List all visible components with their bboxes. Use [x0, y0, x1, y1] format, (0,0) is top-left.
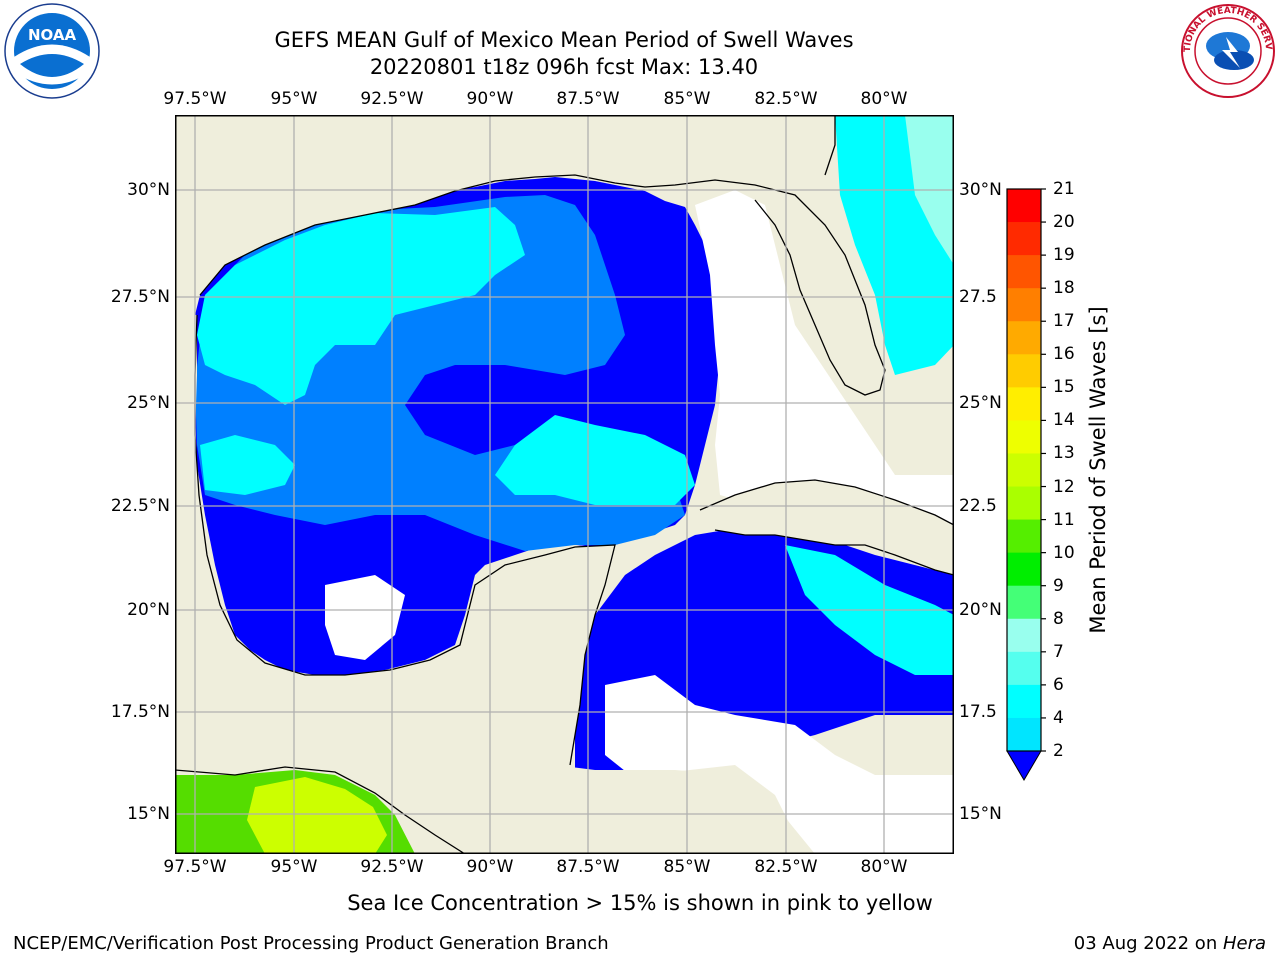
land-florida: [755, 185, 885, 395]
colorbar-tick-label: 19: [1053, 245, 1075, 266]
colorbar-extend-arrow: [1006, 750, 1042, 781]
map-subtitle: 20220801 t18z 096h fcst Max: 13.40: [369, 55, 759, 79]
colorbar-tick-label: 13: [1053, 443, 1075, 464]
land-yucatan: [375, 545, 615, 765]
swell-period-map: [175, 115, 954, 854]
lon-label-bottom: 80°W: [860, 857, 908, 877]
colorbar-tick-label: 12: [1053, 476, 1075, 497]
colorbar-ticks: [1041, 188, 1046, 752]
lon-label-top: 85°W: [663, 89, 711, 109]
credit-host: Hera: [1222, 933, 1266, 954]
colorbar-tick-label: 16: [1053, 344, 1075, 365]
lat-label-left: 27.5°N: [110, 287, 170, 307]
colorbar-band: [1007, 354, 1041, 388]
lon-label-bottom: 85°W: [663, 857, 711, 877]
colorbar-tick-label: 9: [1053, 575, 1064, 596]
lon-label-top: 95°W: [270, 89, 318, 109]
pacific-swell-yellow-overlay: [247, 777, 387, 854]
colorbar-band: [1007, 288, 1041, 322]
nodata-bay-campeche: [325, 575, 405, 660]
lon-label-top: 97.5°W: [163, 89, 227, 109]
lon-label-top: 92.5°W: [360, 89, 424, 109]
map-title: GEFS MEAN Gulf of Mexico Mean Period of …: [274, 28, 854, 52]
lon-label-top: 80°W: [860, 89, 908, 109]
colorbar-tick-label: 4: [1053, 707, 1064, 728]
credit-date: 03 Aug 2022 on: [1073, 933, 1223, 954]
noaa-logo: NOAA: [4, 3, 100, 99]
lat-label-right: 20°N: [959, 600, 1002, 620]
colorbar-band: [1007, 222, 1041, 256]
graticule: [175, 115, 954, 854]
lat-label-left: 17.5°N: [110, 702, 170, 722]
colorbar-title: Mean Period of Swell Waves [s]: [1086, 306, 1110, 634]
lon-label-bottom: 92.5°W: [360, 857, 424, 877]
lat-label-right: 27.5: [959, 287, 997, 307]
lon-label-bottom: 82.5°W: [754, 857, 818, 877]
lat-label-left: 30°N: [127, 180, 170, 200]
colorbar-tick-label: 11: [1053, 509, 1075, 530]
colorbar-band: [1007, 321, 1041, 355]
colorbar-band: [1007, 717, 1041, 752]
colorbar-band: [1007, 651, 1041, 686]
lat-label-left: 20°N: [127, 600, 170, 620]
colorbar-tick-label: 17: [1053, 311, 1075, 332]
colorbar-band: [1007, 585, 1041, 620]
lat-label-left: 22.5°N: [110, 496, 170, 516]
lon-label-bottom: 95°W: [270, 857, 318, 877]
colorbar-band: [1007, 618, 1041, 653]
colorbar-band: [1007, 486, 1041, 521]
lon-label-top: 82.5°W: [754, 89, 818, 109]
lon-label-bottom: 87.5°W: [556, 857, 620, 877]
lon-label-top: 87.5°W: [556, 89, 620, 109]
colorbar: [1006, 188, 1046, 781]
lat-label-right: 30°N: [959, 180, 1002, 200]
lon-label-bottom: 90°W: [466, 857, 514, 877]
colorbar-band: [1007, 519, 1041, 554]
swell-high-zone-west: [200, 435, 295, 495]
lon-label-bottom: 97.5°W: [163, 857, 227, 877]
swell-high-zone: [197, 207, 525, 405]
colorbar-band: [1007, 189, 1041, 223]
land-central-america: [175, 735, 815, 854]
colorbar-tick-label: 14: [1053, 410, 1075, 431]
lat-label-right: 22.5: [959, 496, 997, 516]
colorbar-tick-label: 7: [1053, 641, 1064, 662]
colorbar-tick-label: 20: [1053, 212, 1075, 233]
land-us-north: [175, 115, 954, 315]
colorbar-band: [1007, 552, 1041, 587]
lat-label-left: 25°N: [127, 393, 170, 413]
lon-label-top: 90°W: [466, 89, 514, 109]
swell-high-zone-central: [495, 415, 695, 505]
colorbar-tick-label: 6: [1053, 674, 1064, 695]
nodata-east-gulf: [695, 190, 954, 555]
colorbar-band: [1007, 684, 1041, 719]
map-frame: [175, 115, 954, 854]
noaa-logo-text: NOAA: [28, 26, 77, 44]
nws-logo: NATIONAL WEATHER SERVICE: [1178, 2, 1275, 98]
credit-left: NCEP/EMC/Verification Post Processing Pr…: [13, 933, 609, 954]
lat-label-left: 15°N: [127, 804, 170, 824]
colorbar-band: [1007, 420, 1041, 454]
land-cuba: [700, 480, 954, 575]
colorbar-tick-label: 10: [1053, 542, 1075, 563]
colorbar-band: [1007, 255, 1041, 289]
colorbar-tick-label: 2: [1053, 741, 1064, 761]
lat-label-right: 25°N: [959, 393, 1002, 413]
lat-label-right: 15°N: [959, 804, 1002, 824]
sea-ice-note: Sea Ice Concentration > 15% is shown in …: [347, 891, 933, 915]
colorbar-tick-label: 8: [1053, 608, 1064, 629]
colorbar-bands: [1007, 189, 1041, 752]
colorbar-tick-label: 18: [1053, 278, 1075, 299]
credit-right: 03 Aug 2022 on Hera: [1074, 933, 1266, 954]
colorbar-tick-label: 15: [1053, 377, 1075, 398]
colorbar-band: [1007, 387, 1041, 421]
colorbar-frame: [1006, 188, 1042, 752]
lat-label-right: 17.5: [959, 702, 997, 722]
colorbar-band: [1007, 453, 1041, 488]
colorbar-tick-label: 21: [1053, 179, 1075, 199]
